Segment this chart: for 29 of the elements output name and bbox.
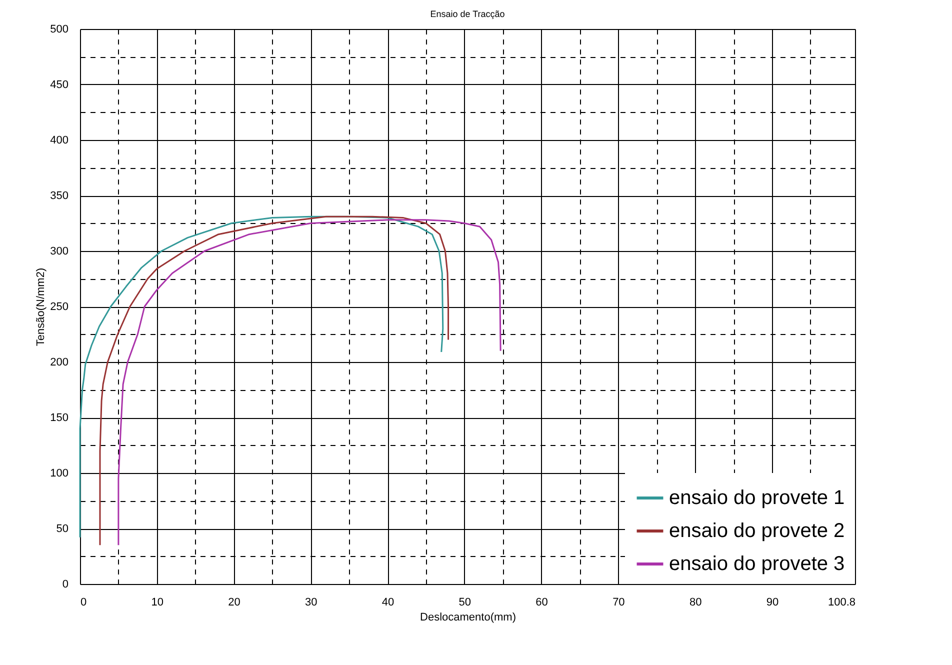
y-tick-label: 200 [50, 356, 68, 368]
legend-label: ensaio do provete 3 [669, 553, 845, 575]
x-tick-label: 80 [689, 596, 702, 608]
y-tick-label: 100 [50, 468, 68, 480]
chart-title: Ensaio de Tracção [430, 9, 505, 19]
y-tick-label: 400 [50, 134, 68, 146]
x-tick-label: 100.8 [828, 596, 856, 608]
x-tick-label: 40 [382, 596, 394, 608]
x-axis-title: Deslocamento(mm) [420, 612, 516, 624]
y-tick-label: 0 [62, 578, 68, 590]
y-tick-label: 500 [50, 24, 68, 36]
legend-label: ensaio do provete 1 [669, 487, 845, 509]
y-tick-label: 450 [50, 79, 68, 91]
y-tick-label: 300 [50, 246, 68, 258]
x-tick-label: 30 [305, 596, 318, 608]
y-tick-label: 50 [56, 523, 68, 535]
x-tick-label: 70 [612, 596, 625, 608]
y-tick-label: 350 [50, 190, 68, 202]
legend-label: ensaio do provete 2 [669, 520, 845, 542]
x-tick-label: 10 [151, 596, 164, 608]
x-tick-label: 50 [458, 596, 472, 608]
y-tick-label: 150 [50, 412, 68, 424]
y-tick-label: 250 [50, 301, 68, 313]
x-tick-label: 0 [80, 596, 87, 608]
x-tick-label: 60 [536, 596, 548, 608]
x-tick-label: 90 [766, 596, 779, 608]
x-tick-label: 20 [228, 596, 240, 608]
y-axis-title: Tensão(N/mm2) [35, 268, 48, 346]
line-series [118, 219, 502, 546]
